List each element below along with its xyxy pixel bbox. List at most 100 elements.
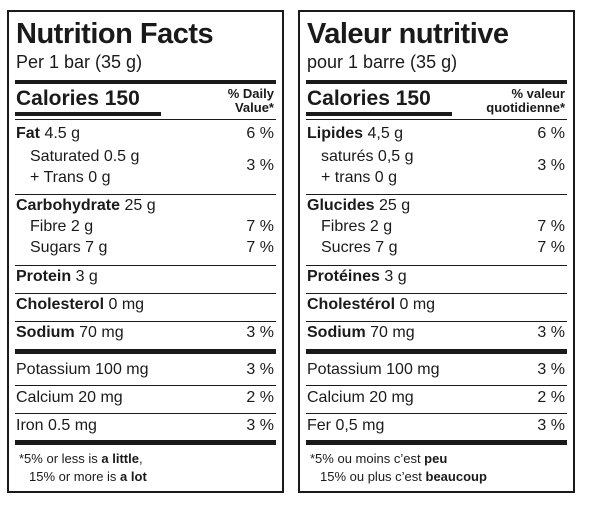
footnote-text: *5% or less is — [19, 451, 102, 466]
carbohydrate-row: Glucides 25 g — [307, 198, 410, 214]
dv-header-line2: quotidienne* — [486, 100, 565, 115]
sodium-dv: 3 % — [246, 324, 274, 341]
cholesterol-amount: 0 mg — [108, 296, 145, 313]
nutrition-facts-panel-fr: Valeur nutritive pour 1 barre (35 g) Cal… — [298, 10, 575, 493]
thick-rule — [15, 349, 276, 354]
calcium-row: Calcium 20 mg — [16, 389, 123, 406]
footnote-line1: *5% ou moins c’est peu — [310, 452, 447, 465]
dv-header-line1: % valeur — [511, 86, 565, 101]
fat-row: Lipides 4,5 g — [307, 126, 403, 142]
fat-amount: 4,5 g — [367, 125, 404, 142]
calories-label: Calories — [307, 87, 390, 110]
fibre-dv: 7 % — [246, 218, 274, 235]
potassium-dv: 3 % — [537, 361, 565, 378]
calories-line: Calories 150 — [307, 88, 431, 109]
fibre-dv: 7 % — [537, 218, 565, 235]
sugars-dv: 7 % — [537, 239, 565, 256]
calories-value: 150 — [395, 87, 431, 110]
potassium-row: Potassium 100 mg — [307, 361, 440, 378]
sodium-label: Sodium — [16, 324, 75, 341]
thick-rule — [306, 440, 567, 445]
rule — [15, 194, 276, 195]
cholesterol-row: Cholestérol 0 mg — [307, 297, 435, 313]
footnote-emphasis: beaucoup — [425, 469, 487, 484]
rule — [15, 413, 276, 414]
thick-rule — [306, 349, 567, 354]
rule — [306, 293, 567, 294]
rule — [15, 119, 276, 120]
rule — [15, 321, 276, 322]
potassium-dv: 3 % — [246, 361, 274, 378]
sodium-label: Sodium — [307, 324, 366, 341]
dv-header-line1: % Daily — [227, 86, 274, 101]
carbohydrate-amount: 25 g — [379, 197, 411, 214]
carbohydrate-amount: 25 g — [124, 197, 156, 214]
iron-row: Fer 0,5 mg — [307, 417, 385, 434]
fat-row: Fat 4.5 g — [16, 126, 80, 142]
sugars-row: Sugars 7 g — [30, 239, 108, 256]
trans-row: + Trans 0 g — [30, 169, 111, 186]
daily-value-header: % valeur quotidienne* — [486, 87, 565, 115]
calories-underline — [15, 112, 161, 116]
footnote-text: *5% ou moins c’est — [310, 451, 425, 466]
rule — [306, 194, 567, 195]
rule — [15, 265, 276, 266]
panel-title: Nutrition Facts — [16, 18, 214, 50]
serving-size: Per 1 bar (35 g) — [16, 52, 143, 72]
fibre-row: Fibres 2 g — [321, 218, 393, 235]
cholesterol-row: Cholesterol 0 mg — [16, 297, 144, 313]
cholesterol-amount: 0 mg — [399, 296, 436, 313]
protein-amount: 3 g — [384, 268, 407, 285]
thick-rule — [306, 80, 567, 84]
protein-label: Protein — [16, 268, 72, 285]
fat-dv: 6 % — [246, 125, 274, 142]
fibre-row: Fibre 2 g — [30, 218, 94, 235]
sodium-amount: 70 mg — [370, 324, 415, 341]
protein-row: Protéines 3 g — [307, 269, 407, 285]
calcium-dv: 2 % — [537, 389, 565, 406]
cholesterol-label: Cholesterol — [16, 296, 105, 313]
carbohydrate-row: Carbohydrate 25 g — [16, 198, 156, 214]
calories-line: Calories 150 — [16, 88, 140, 109]
thick-rule — [15, 80, 276, 84]
footnote-line2: 15% ou plus c’est beaucoup — [320, 470, 487, 483]
protein-label: Protéines — [307, 268, 380, 285]
carbohydrate-label: Glucides — [307, 197, 375, 214]
sodium-row: Sodium 70 mg — [16, 325, 124, 341]
dv-header-line2: Value* — [234, 100, 274, 115]
rule — [306, 119, 567, 120]
trans-row: + trans 0 g — [321, 169, 398, 186]
saturated-row: Saturated 0.5 g — [30, 148, 140, 165]
protein-amount: 3 g — [75, 268, 98, 285]
sugars-row: Sucres 7 g — [321, 239, 398, 256]
carbohydrate-label: Carbohydrate — [16, 197, 121, 214]
fat-dv: 6 % — [537, 125, 565, 142]
rule — [306, 413, 567, 414]
footnote-emphasis: a little — [101, 451, 139, 466]
thick-rule — [15, 440, 276, 445]
nutrition-facts-panel-en: Nutrition Facts Per 1 bar (35 g) Calorie… — [7, 10, 284, 493]
footnote-text: 15% ou plus c’est — [320, 469, 426, 484]
iron-row: Iron 0.5 mg — [16, 417, 97, 434]
sat-trans-dv: 3 % — [537, 157, 565, 174]
sodium-dv: 3 % — [537, 324, 565, 341]
footnote-line1: *5% or less is a little, — [19, 452, 143, 465]
rule — [306, 385, 567, 386]
sugars-dv: 7 % — [246, 239, 274, 256]
protein-row: Protein 3 g — [16, 269, 98, 285]
panel-title: Valeur nutritive — [307, 18, 509, 50]
rule — [15, 385, 276, 386]
iron-dv: 3 % — [246, 417, 274, 434]
iron-dv: 3 % — [537, 417, 565, 434]
cholesterol-label: Cholestérol — [307, 296, 396, 313]
sodium-row: Sodium 70 mg — [307, 325, 415, 341]
rule — [306, 321, 567, 322]
potassium-row: Potassium 100 mg — [16, 361, 149, 378]
calories-value: 150 — [104, 87, 140, 110]
sodium-amount: 70 mg — [79, 324, 124, 341]
fat-amount: 4.5 g — [44, 125, 81, 142]
calories-label: Calories — [16, 87, 99, 110]
fat-label: Fat — [16, 125, 40, 142]
daily-value-header: % Daily Value* — [228, 87, 274, 115]
footnote-text: , — [138, 451, 143, 466]
